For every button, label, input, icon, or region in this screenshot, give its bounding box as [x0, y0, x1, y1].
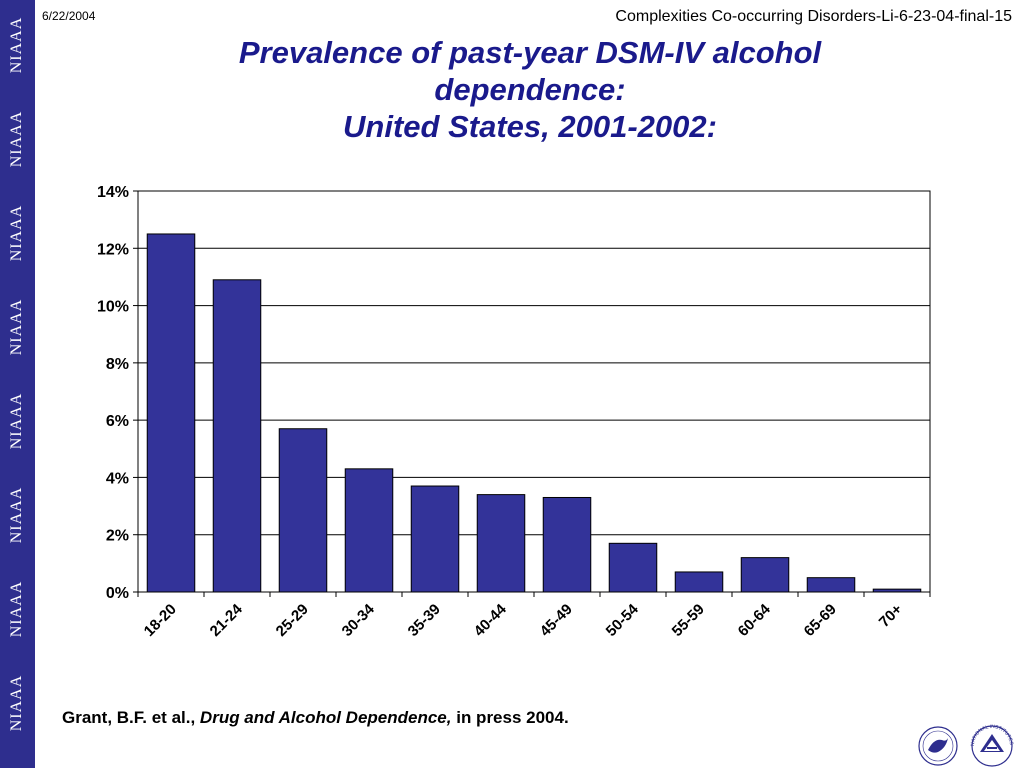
title-line-1: Prevalence of past-year DSM-IV alcohol — [238, 35, 822, 70]
x-tick-label: 70+ — [876, 601, 906, 631]
x-tick-label: 25-29 — [273, 601, 312, 640]
svg-text:NATIONAL INSTITUTES OF HEALTH: NATIONAL INSTITUTES OF HEALTH — [912, 720, 1014, 746]
page-title: Prevalence of past-year DSM-IV alcohol d… — [140, 34, 920, 145]
x-tick-label: 65-69 — [801, 601, 840, 640]
sidebar: NIAAA NIAAA NIAAA NIAAA NIAAA NIAAA NIAAA NIAAA — [0, 0, 35, 768]
bar — [344, 468, 394, 593]
bar — [410, 485, 460, 593]
x-tick-label: 30-34 — [339, 600, 379, 640]
citation-journal: Drug and Alcohol Dependence, — [199, 708, 452, 727]
nih-logo-icon: NATIONAL INSTITUTES OF HEALTH — [912, 720, 1014, 767]
bar — [740, 557, 790, 593]
citation-authors: Grant, B.F. et al., — [62, 708, 200, 727]
x-tick-label: 18-20 — [141, 601, 180, 640]
bar — [476, 494, 526, 593]
y-tick-label: 14% — [97, 184, 129, 201]
x-tick-label: 50-54 — [603, 600, 643, 640]
y-tick-label: 8% — [106, 356, 129, 373]
x-tick-label: 60-64 — [735, 600, 775, 640]
title-line-3: United States, 2001-2002: — [343, 109, 717, 144]
bar — [872, 588, 922, 593]
bar — [608, 542, 658, 593]
title-line-2: dependence: — [434, 72, 626, 107]
citation-status: in press 2004. — [451, 708, 569, 727]
x-tick-label: 21-24 — [207, 600, 247, 640]
bar — [212, 279, 262, 593]
x-tick-label: 45-49 — [537, 601, 576, 640]
slide-reference: Complexities Co-occurring Disorders-Li-6… — [615, 8, 1012, 25]
x-tick-label: 40-44 — [471, 600, 511, 640]
bar — [278, 428, 328, 593]
citation: Grant, B.F. et al., Drug and Alcohol Dep… — [62, 708, 569, 728]
y-tick-label: 2% — [106, 528, 129, 545]
bar — [146, 233, 196, 593]
y-tick-label: 6% — [106, 413, 129, 430]
slide-date: 6/22/2004 — [42, 9, 96, 23]
bar — [674, 571, 724, 593]
y-tick-label: 10% — [97, 299, 129, 316]
y-tick-label: 0% — [106, 585, 129, 602]
bar — [806, 577, 856, 593]
y-tick-label: 12% — [97, 241, 129, 258]
plot-area — [137, 190, 931, 593]
x-tick-label: 55-59 — [669, 601, 708, 640]
bar — [542, 496, 592, 593]
y-tick-label: 4% — [106, 470, 129, 487]
hhs-eagle-icon — [918, 726, 958, 766]
x-tick-label: 35-39 — [405, 601, 444, 640]
nih-logo-text: NATIONAL INSTITUTES OF HEALTH — [912, 720, 1014, 746]
agency-logos: NATIONAL INSTITUTES OF HEALTH — [912, 720, 1014, 767]
